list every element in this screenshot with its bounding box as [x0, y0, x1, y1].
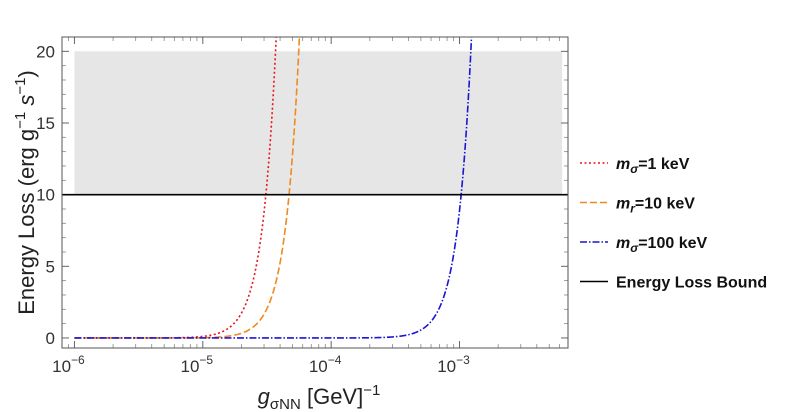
- tick-marks-layer: [61, 36, 569, 348]
- legend-label: mr=10 keV: [616, 196, 695, 216]
- legend-label: mσ=100 keV: [616, 235, 707, 255]
- x-tick-label: 10−3: [437, 353, 470, 376]
- y-tick-label: 10: [36, 186, 55, 205]
- legend: mσ=1 keV mr=10 keV mσ=100 keV Energy Loss B…: [580, 156, 767, 292]
- legend-entry: mσ=1 keV: [580, 156, 690, 176]
- series-line-m-100-kev: [74, 37, 473, 339]
- series-layer: [62, 37, 568, 339]
- y-tick-label: 20: [36, 42, 55, 61]
- x-tick-label: 10−4: [309, 353, 342, 376]
- x-axis-title: gσNN [GeV]−1: [258, 382, 381, 412]
- series-line-m-1-kev: [74, 37, 278, 339]
- legend-entry: mr=10 keV: [580, 196, 695, 216]
- y-tick-label: 5: [46, 257, 55, 276]
- legend-label: Energy Loss Bound: [616, 275, 767, 292]
- y-tick-label: 15: [36, 114, 55, 133]
- x-tick-label: 10−6: [52, 353, 85, 376]
- legend-entry: Energy Loss Bound: [580, 275, 767, 292]
- shaded-region: [74, 51, 563, 195]
- plot-frame: [61, 36, 569, 349]
- y-tick-label: 0: [46, 329, 55, 348]
- shaded-region-layer: [74, 51, 563, 195]
- x-tick-label: 10−5: [180, 353, 213, 376]
- legend-label: mσ=1 keV: [616, 156, 690, 176]
- tick-labels-layer: 10−6 10−5 10−4 10−3 0 5 10 15 20: [36, 42, 470, 376]
- axis-titles-layer: gσNN [GeV]−1 Energy Loss (erg g−1 s−1): [12, 70, 380, 412]
- legend-entry: mσ=100 keV: [580, 235, 707, 255]
- y-axis-title: Energy Loss (erg g−1 s−1): [12, 70, 39, 315]
